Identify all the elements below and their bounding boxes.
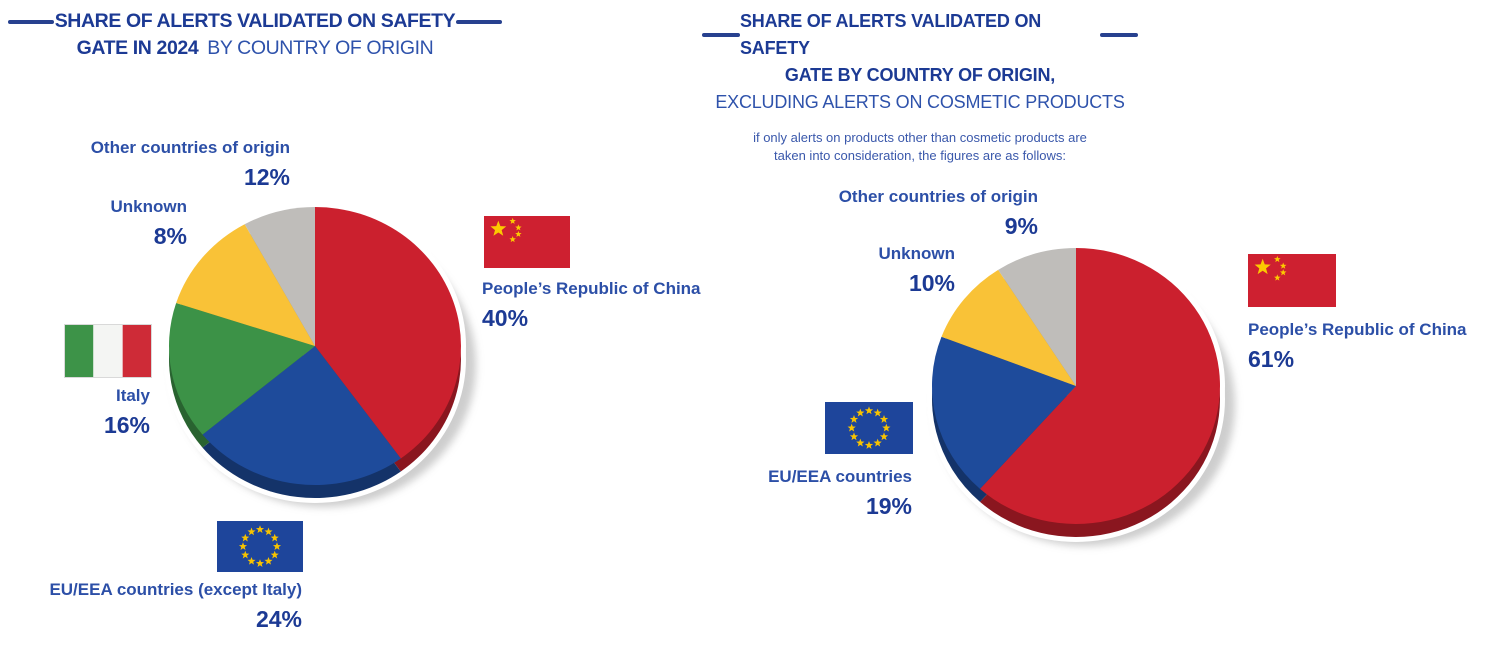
label-pct: 8% bbox=[153, 223, 187, 249]
left-chart-title: SHARE OF ALERTS VALIDATED ON SAFETY GATE… bbox=[8, 8, 502, 62]
left-title-line2-bold: GATE IN 2024 bbox=[76, 37, 199, 59]
italy-flag-icon bbox=[64, 324, 152, 378]
right-title-line1: SHARE OF ALERTS VALIDATED ON SAFETY bbox=[740, 11, 1042, 58]
right-chart-title: SHARE OF ALERTS VALIDATED ON SAFETY GATE… bbox=[702, 8, 1138, 165]
label-china-right: People’s Republic of China 61% bbox=[1248, 319, 1498, 371]
pie-chart-right bbox=[927, 243, 1235, 546]
pie-slice bbox=[169, 303, 315, 435]
pie-slice bbox=[931, 336, 1076, 489]
label-text: Other countries of origin bbox=[90, 138, 290, 157]
label-pct: 10% bbox=[908, 270, 955, 296]
label-text: Unknown bbox=[878, 244, 956, 263]
label-unknown-left: Unknown 8% bbox=[40, 196, 188, 249]
pie-slice bbox=[998, 248, 1076, 386]
subtitle-line1: if only alerts on products other than co… bbox=[753, 130, 1087, 145]
label-pct: 9% bbox=[1004, 213, 1038, 239]
china-flag-icon bbox=[1248, 254, 1336, 307]
label-text: Other countries of origin bbox=[838, 187, 1038, 206]
title-dash-left-icon bbox=[8, 19, 54, 24]
label-pct: 16% bbox=[103, 412, 150, 438]
eu-flag-icon bbox=[217, 521, 303, 572]
label-eu-eea-right: EU/EEA countries 19% bbox=[700, 466, 912, 518]
label-china-left: People’s Republic of China 40% bbox=[482, 278, 732, 330]
left-title-line1: SHARE OF ALERTS VALIDATED ON SAFETY bbox=[54, 10, 456, 32]
pie-slice bbox=[244, 206, 315, 346]
pie-chart-left bbox=[164, 202, 476, 507]
label-eu-eea-left: EU/EEA countries (except Italy) 24% bbox=[10, 579, 302, 631]
right-chart-subtitle: if only alerts on products other than co… bbox=[753, 129, 1087, 165]
title-dash-right-icon bbox=[455, 19, 502, 24]
label-unknown-right: Unknown 10% bbox=[790, 243, 956, 296]
title-dash-right-icon bbox=[1100, 33, 1138, 37]
label-pct: 12% bbox=[243, 164, 290, 190]
label-pct: 24% bbox=[255, 606, 302, 632]
label-other-countries-right: Other countries of origin 9% bbox=[790, 186, 1038, 238]
title-dash-left-icon bbox=[702, 33, 740, 37]
right-title-line3-regular: EXCLUDING ALERTS ON COSMETIC PRODUCTS bbox=[715, 92, 1125, 112]
pie-slice bbox=[176, 224, 315, 346]
subtitle-line2: taken into consideration, the figures ar… bbox=[774, 148, 1066, 163]
pie-slice bbox=[202, 346, 401, 485]
label-other-countries-left: Other countries of origin 12% bbox=[40, 137, 290, 189]
eu-flag-icon bbox=[825, 402, 913, 454]
label-italy-left: Italy 16% bbox=[40, 385, 150, 437]
pie-slice bbox=[941, 269, 1076, 386]
right-title-line2-bold: GATE BY COUNTRY OF ORIGIN, bbox=[784, 65, 1056, 85]
label-text: EU/EEA countries (except Italy) bbox=[49, 580, 302, 599]
label-text: People’s Republic of China bbox=[1248, 320, 1467, 339]
label-pct: 61% bbox=[1248, 346, 1295, 372]
china-flag-icon bbox=[484, 216, 570, 268]
label-text: Unknown bbox=[110, 197, 188, 216]
pie-slice bbox=[979, 248, 1221, 524]
label-text: Italy bbox=[115, 386, 150, 405]
pie-slice bbox=[315, 207, 461, 459]
label-pct: 19% bbox=[865, 493, 912, 519]
label-text: EU/EEA countries bbox=[768, 467, 912, 486]
label-pct: 40% bbox=[482, 305, 529, 331]
label-text: People’s Republic of China bbox=[482, 279, 701, 298]
left-title-line2-regular: BY COUNTRY OF ORIGIN bbox=[207, 37, 434, 59]
